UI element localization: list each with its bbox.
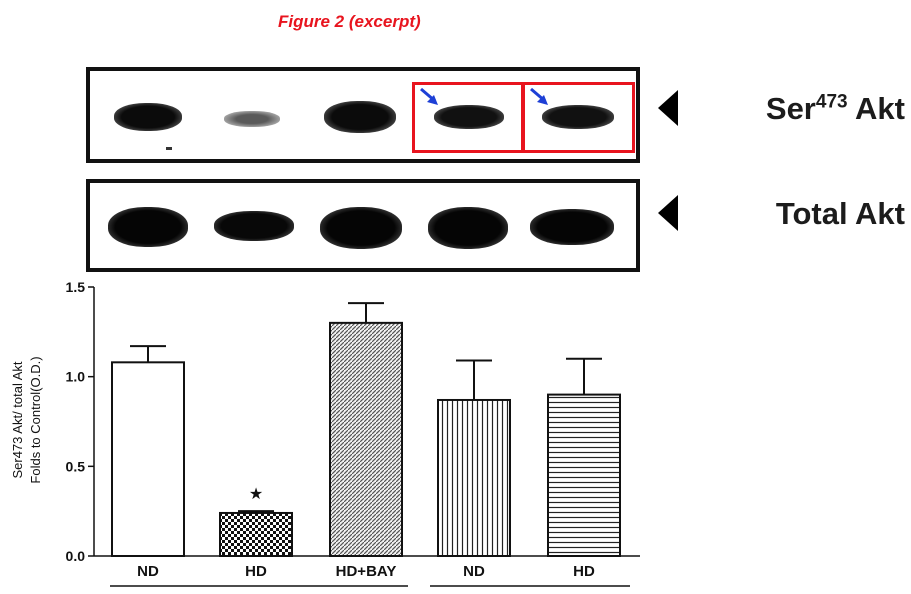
ser473-akt-label: Ser473 Akt <box>766 91 905 127</box>
x-tick-label: HD <box>573 563 595 580</box>
y-axis-label-line1: Ser473 Akt/ total Akt <box>10 361 25 478</box>
pointer-arrow-icon <box>420 87 438 105</box>
y-tick-label: 1.5 <box>66 279 86 295</box>
blot-band <box>428 207 508 249</box>
ser473-label-tail: Akt <box>847 91 905 126</box>
blot-band <box>214 211 294 241</box>
x-tick-label: HD+BAY <box>336 563 397 580</box>
triangle-pointer-icon <box>658 90 678 126</box>
figure-title: Figure 2 (excerpt) <box>278 12 421 31</box>
bar <box>111 361 185 557</box>
x-tick-label: HD <box>245 563 267 580</box>
ser473-label-sup: 473 <box>815 91 848 113</box>
blot-band <box>320 207 402 249</box>
blot-band <box>324 101 396 133</box>
blot-band <box>224 111 280 127</box>
bar <box>547 393 621 557</box>
blot-band <box>114 103 182 131</box>
blot-band <box>542 105 614 129</box>
blot-band <box>108 207 188 247</box>
bar <box>219 511 293 558</box>
y-axis-label-line2: Folds to Control(O.D.) <box>28 356 43 483</box>
highlight-box-lane5 <box>522 82 635 153</box>
x-tick-label: ND <box>463 563 485 580</box>
y-tick-label: 0.5 <box>66 458 86 474</box>
chart-plot-area: 0.0 0.5 1.0 1.5 Ser473 Akt/ total Akt Folds t… <box>10 279 640 587</box>
blot-band <box>530 209 614 245</box>
y-tick-label: 0.0 <box>66 548 86 564</box>
triangle-pointer-icon <box>658 195 678 231</box>
blot-band <box>434 105 504 129</box>
total-akt-blot <box>86 179 640 272</box>
pointer-arrow-icon <box>530 87 548 105</box>
ser473-label-main: Ser <box>765 91 816 126</box>
blot-speck <box>166 147 172 150</box>
x-tick-label: ND <box>137 563 159 580</box>
y-tick-label: 1.0 <box>66 369 86 385</box>
total-akt-label: Total Akt <box>775 196 905 231</box>
bar <box>437 398 511 557</box>
significance-star: ★ <box>249 484 263 503</box>
bar <box>329 321 403 557</box>
bar-chart: 0.0 0.5 1.0 1.5 Ser473 Akt/ total Akt Folds t… <box>10 279 640 587</box>
